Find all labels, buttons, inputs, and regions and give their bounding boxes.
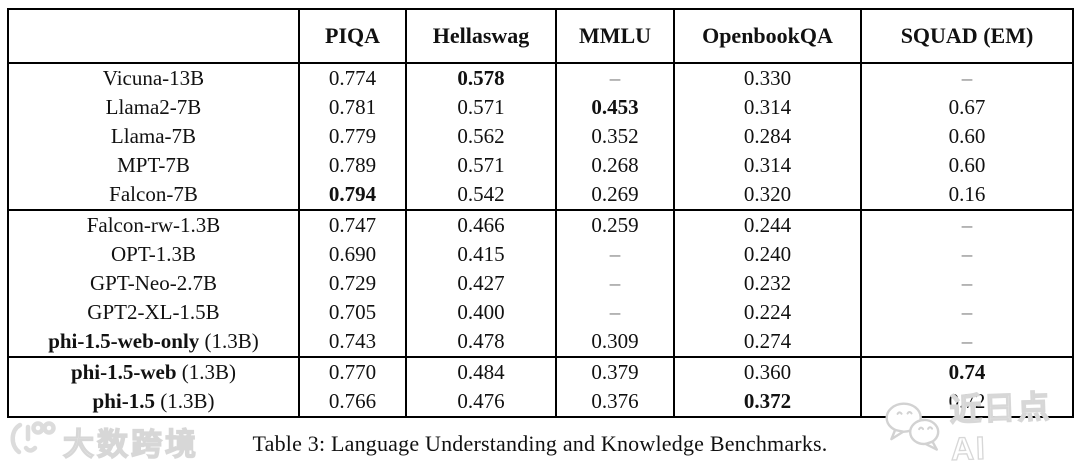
value-cell: – (555, 63, 674, 93)
value-cell: 0.274 (673, 327, 861, 357)
table-row: Llama-7B 0.779 0.562 0.352 0.284 0.60 (8, 122, 1073, 151)
table-caption: Table 3: Language Understanding and Know… (252, 431, 828, 456)
table-row: phi-1.5-web (1.3B) 0.770 0.484 0.379 0.360 0.… (8, 356, 1073, 387)
value-cell: 0.542 (405, 180, 556, 210)
value-cell: – (555, 298, 674, 327)
table-row: Llama2-7B 0.781 0.571 0.453 0.314 0.67 (8, 93, 1073, 122)
value-cell: 0.74 (860, 356, 1073, 387)
model-name-cell: GPT2-XL-1.5B (87, 300, 220, 324)
value-cell: 0.314 (673, 93, 861, 122)
value-cell: 0.747 (298, 209, 406, 240)
model-name-cell: Falcon-rw-1.3B (8, 209, 299, 240)
value-cell: 0.690 (298, 240, 406, 269)
value-cell: – (860, 298, 1073, 327)
value-cell: 0.729 (298, 269, 406, 298)
value-cell: 0.309 (555, 327, 674, 357)
value-cell: – (860, 209, 1073, 240)
value-cell: 0.352 (555, 122, 674, 151)
table-row: Vicuna-13B 0.774 0.578–0.330– (8, 63, 1073, 93)
value-cell: 0.705 (298, 298, 406, 327)
value-cell: 0.360 (673, 356, 861, 387)
value-cell: 0.240 (673, 240, 861, 269)
model-name-cell: Falcon-7B (109, 182, 198, 206)
model-name-cell: Llama2-7B (105, 95, 202, 119)
value-cell: – (860, 240, 1073, 269)
value-cell: 0.766 (298, 387, 406, 417)
value-cell: 0.774 (298, 63, 406, 93)
value-cell: 0.562 (405, 122, 556, 151)
value-cell: 0.330 (673, 63, 861, 93)
value-cell: 0.415 (405, 240, 556, 269)
model-name-cell: MPT-7B (117, 153, 190, 177)
value-cell: 0.794 (298, 180, 406, 210)
model-name-cell: Vicuna-13B (102, 66, 205, 90)
value-cell: 0.770 (298, 356, 406, 387)
value-cell: 0.60 (860, 122, 1073, 151)
value-cell: 0.453 (555, 93, 674, 122)
value-cell: 0.476 (405, 387, 556, 417)
value-cell: 0.781 (298, 93, 406, 122)
value-cell: – (555, 240, 674, 269)
model-name-cell: Llama-7B (110, 124, 197, 148)
value-cell: 0.67 (860, 93, 1073, 122)
value-cell: 0.320 (673, 180, 861, 210)
value-cell: 0.314 (673, 151, 861, 180)
value-cell: 0.779 (298, 122, 406, 151)
value-cell: – (860, 327, 1073, 357)
value-cell: 0.16 (860, 180, 1073, 210)
table-row: Falcon-rw-1.3B 0.747 0.466 0.259 0.244– (8, 209, 1073, 240)
value-cell: 0.571 (405, 93, 556, 122)
value-cell: 0.244 (673, 209, 861, 240)
model-name-cell: phi-1.5-web (1.3B) (8, 356, 299, 387)
column-header-mmlu: MMLU (555, 9, 674, 64)
table-row: Falcon-7B 0.794 0.542 0.269 0.320 0.16 (8, 180, 1073, 210)
table-row: phi-1.5-web-only (1.3B) 0.743 0.478 0.309 0.… (8, 327, 1073, 357)
column-header-model (8, 9, 299, 64)
table-row: OPT-1.3B 0.690 0.415–0.240– (8, 240, 1073, 269)
header-row: PIQA Hellaswag MMLU OpenbookQA SQUAD (EM… (8, 9, 1073, 64)
model-name-cell: phi-1.5 (1.3B) (92, 389, 215, 413)
value-cell: 0.372 (673, 387, 861, 417)
value-cell: – (860, 269, 1073, 298)
value-cell: 0.379 (555, 356, 674, 387)
model-name-cell: GPT-Neo-2.7B (90, 271, 217, 295)
benchmark-table: PIQA Hellaswag MMLU OpenbookQA SQUAD (EM… (7, 8, 1074, 418)
value-cell: 0.269 (555, 180, 674, 210)
value-cell: 0.466 (405, 209, 556, 240)
column-header-piqa: PIQA (298, 9, 406, 64)
model-name-cell: phi-1.5-web-only (1.3B) (48, 329, 259, 353)
value-cell: 0.789 (298, 151, 406, 180)
value-cell: 0.259 (555, 209, 674, 240)
value-cell: 0.268 (555, 151, 674, 180)
value-cell: 0.376 (555, 387, 674, 417)
model-name-cell: OPT-1.3B (111, 242, 196, 266)
value-cell: 0.60 (860, 151, 1073, 180)
value-cell: 0.578 (405, 63, 556, 93)
value-cell: 0.232 (673, 269, 861, 298)
table-row: phi-1.5 (1.3B) 0.766 0.476 0.376 0.372 0.72 (8, 387, 1073, 417)
value-cell: 0.743 (298, 327, 406, 357)
column-header-hellaswag: Hellaswag (405, 9, 556, 64)
value-cell: 0.72 (860, 387, 1073, 417)
value-cell: – (860, 63, 1073, 93)
column-header-squad-em: SQUAD (EM) (860, 9, 1073, 64)
value-cell: 0.478 (405, 327, 556, 357)
value-cell: – (555, 269, 674, 298)
table-row: MPT-7B 0.789 0.571 0.268 0.314 0.60 (8, 151, 1073, 180)
value-cell: 0.224 (673, 298, 861, 327)
value-cell: 0.484 (405, 356, 556, 387)
value-cell: 0.571 (405, 151, 556, 180)
column-header-openbookqa: OpenbookQA (673, 9, 861, 64)
value-cell: 0.284 (673, 122, 861, 151)
table-row: GPT2-XL-1.5B 0.705 0.400–0.224– (8, 298, 1073, 327)
value-cell: 0.427 (405, 269, 556, 298)
table-row: GPT-Neo-2.7B 0.729 0.427–0.232– (8, 269, 1073, 298)
value-cell: 0.400 (405, 298, 556, 327)
